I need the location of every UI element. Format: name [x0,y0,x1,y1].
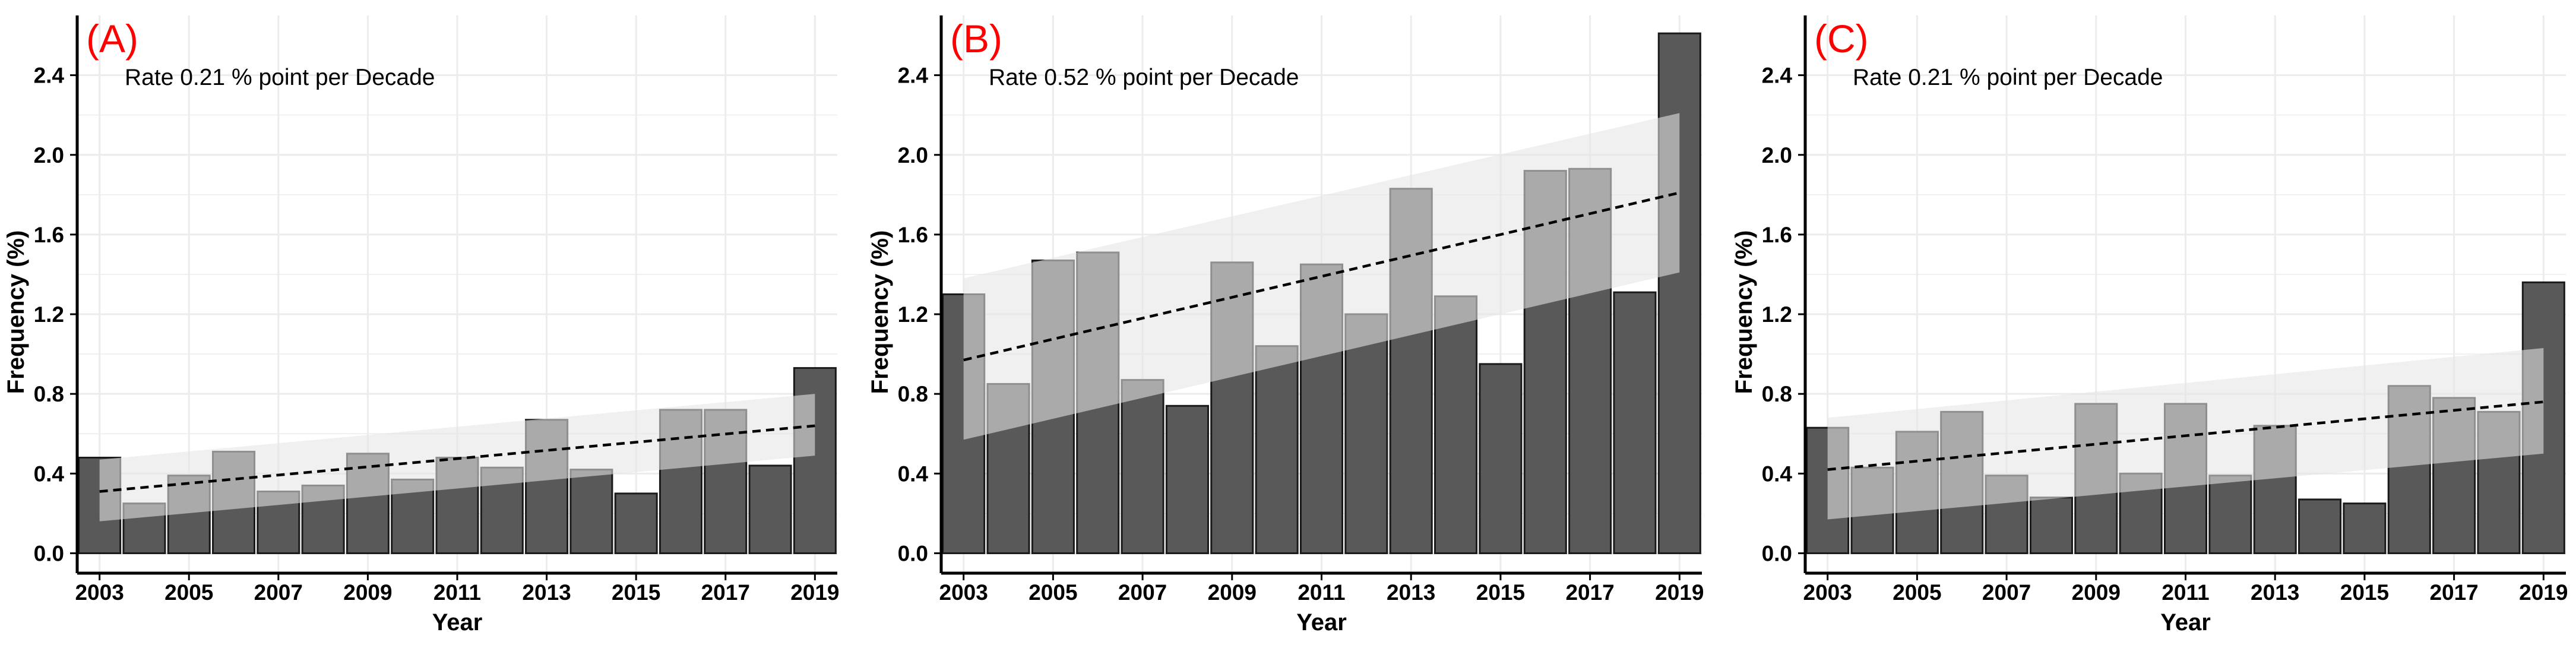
x-tick-label: 2017 [701,580,750,605]
x-axis-title: Year [2160,609,2211,636]
chart-panel-2: 0.0 0.4 0.8 1.2 1.6 2.0 2.4 2003 2005 2007 2009 201… [867,15,1704,636]
bar-2019 [1657,32,1701,554]
x-tick-label: 2003 [75,580,124,605]
y-tick-label: 0.4 [898,461,929,486]
rate-annotation: Rate 0.21 % point per Decade [1853,65,2163,90]
trend-line [1827,400,2544,471]
x-tick-label: 2015 [2340,580,2389,605]
y-tick-label: 2.0 [34,143,64,167]
confidence-band [963,113,1680,440]
y-tick-label: 2.4 [1762,64,1793,88]
x-tick-label: 2005 [1893,580,1941,605]
y-axis-title: Frequency (%) [1731,230,1757,394]
y-axis-title: Frequency (%) [3,230,29,394]
y-tick-label: 0.0 [898,541,928,565]
x-axis-title: Year [432,609,483,636]
rate-annotation: Rate 0.21 % point per Decade [125,65,435,90]
chart-panel-1: 0.0 0.4 0.8 1.2 1.6 2.0 2.4 2003 2005 2007 2009 201… [3,15,840,636]
x-tick-label: 2007 [1982,580,2031,605]
x-tick-label: 2011 [2162,580,2209,605]
x-tick-label: 2015 [1476,580,1525,605]
y-tick-label: 0.0 [1762,541,1792,565]
x-tick-label: 2009 [343,580,392,605]
x-tick-label: 2005 [164,580,213,605]
bar-2008 [1165,404,1209,554]
x-tick-label: 2019 [1655,580,1704,605]
x-tick-label: 2017 [1565,580,1614,605]
y-tick-label: 0.8 [898,382,928,406]
x-tick-label: 2019 [2519,580,2568,605]
bar-2007 [1121,379,1164,554]
y-tick-label: 2.4 [34,64,65,88]
bar-2018 [748,464,792,554]
y-tick-label: 0.8 [34,382,64,406]
y-tick-label: 2.4 [898,64,929,88]
panel-label: (C) [1814,17,1869,61]
x-tick-label: 2011 [1298,580,1345,605]
bar-2014 [1434,295,1478,554]
y-tick-label: 1.6 [34,223,64,247]
x-axis-title: Year [1296,609,1347,636]
y-axis-title: Frequency (%) [867,230,893,394]
chart-panel-3: 0.0 0.4 0.8 1.2 1.6 2.0 2.4 2003 2005 2007 2009 201… [1731,15,2568,636]
confidence-band [1827,348,2544,520]
rate-annotation: Rate 0.52 % point per Decade [989,65,1299,90]
y-tick-label: 0.4 [1762,461,1793,486]
panel-label: (B) [950,17,1002,61]
bar-2014 [569,469,613,554]
x-tick-label: 2013 [522,580,571,605]
bar-2014 [2298,498,2342,554]
y-tick-label: 1.2 [34,302,64,327]
x-tick-label: 2013 [1387,580,1435,605]
y-tick-label: 1.6 [1762,223,1792,247]
bar-2015 [614,492,658,554]
y-tick-label: 0.4 [34,461,65,486]
y-tick-label: 1.2 [1762,302,1792,327]
x-tick-label: 2009 [2072,580,2121,605]
panel-label: (A) [86,17,138,61]
y-tick-label: 2.0 [898,143,928,167]
x-tick-label: 2007 [1118,580,1167,605]
x-tick-label: 2019 [790,580,839,605]
x-tick-label: 2009 [1208,580,1257,605]
bar-2012 [2208,475,2252,554]
x-tick-label: 2015 [612,580,660,605]
x-tick-label: 2017 [2429,580,2478,605]
y-tick-label: 0.0 [34,541,64,565]
bar-2012 [1344,313,1388,554]
bar-2008 [2029,497,2073,554]
y-tick-label: 1.6 [898,223,928,247]
x-tick-label: 2005 [1028,580,1077,605]
y-tick-label: 1.2 [898,302,928,327]
trend-line [99,424,815,493]
x-tick-label: 2003 [1803,580,1852,605]
bar-2010 [1255,345,1299,554]
bar-2018 [1613,291,1657,554]
x-tick-label: 2007 [254,580,303,605]
x-tick-label: 2003 [939,580,988,605]
y-tick-label: 2.0 [1762,143,1792,167]
x-tick-label: 2013 [2251,580,2299,605]
x-tick-label: 2011 [433,580,481,605]
y-tick-label: 0.8 [1762,382,1792,406]
bar-2015 [2343,502,2387,554]
bar-2015 [1479,363,1523,554]
